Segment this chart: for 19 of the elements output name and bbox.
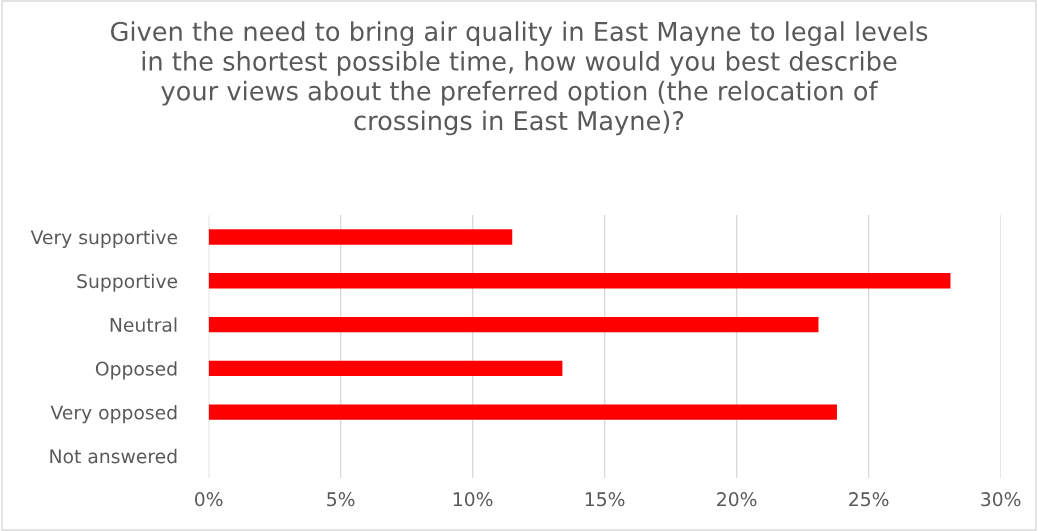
x-tick-label: 5%: [327, 492, 355, 507]
y-tick-label: Neutral: [110, 317, 177, 332]
y-tick-label: Supportive: [77, 273, 178, 292]
chart-title: Given the need to bring air quality in East Mayne to legal levels in the shortest possible time, how would you best describe your views about the preferred option (the relocation of crossings in East Mayne)?: [110, 21, 928, 136]
x-tick-label: 0%: [195, 492, 223, 507]
x-tick-label: 20%: [717, 492, 757, 507]
bar: [208, 360, 563, 377]
y-tick-label: Very opposed: [50, 405, 177, 424]
y-tick-label: Very supportive: [30, 229, 178, 248]
x-tick-label: 10%: [453, 492, 493, 507]
x-tick-label: 30%: [981, 492, 1021, 507]
x-tick-label: 25%: [849, 492, 889, 507]
bar: [208, 229, 513, 245]
bar: [208, 316, 819, 333]
bar: [208, 404, 837, 420]
y-tick-label: Not answered: [50, 448, 177, 464]
y-tick-label: Opposed: [95, 361, 177, 380]
x-tick-label: 15%: [585, 492, 625, 507]
bar: [208, 273, 951, 289]
